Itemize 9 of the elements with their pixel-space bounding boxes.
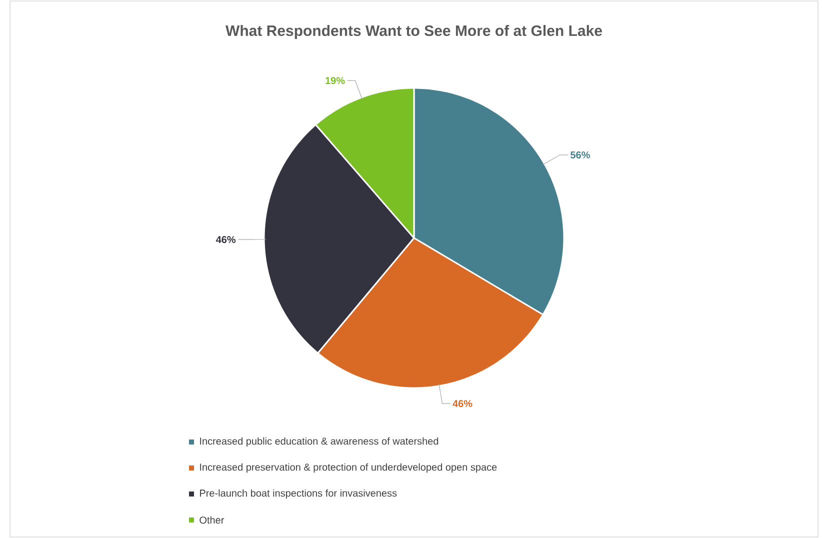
data-label: 46% (452, 400, 472, 408)
legend-label: Increased preservation & protection of underdeveloped open space (200, 463, 497, 473)
legend-label: Increased public education & awareness of watershed (200, 437, 438, 447)
chart-title: What Respondents Want to See More of at Glen Lake (226, 25, 602, 39)
data-label: 19% (326, 77, 345, 84)
legend-label: Other (200, 516, 224, 524)
data-label: 56% (570, 151, 590, 158)
legend-label: Pre-launch boat inspections for invasiveness (200, 489, 397, 499)
data-label: 46% (216, 236, 236, 244)
